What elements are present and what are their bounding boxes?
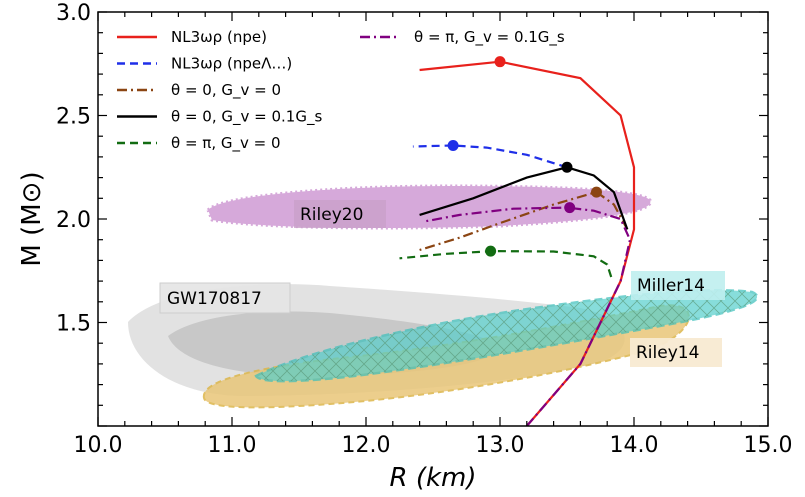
legend: NL3ωρ (npe) NL3ωρ (npeΛ…) θ = 0, G_v = 0 θ …	[117, 28, 565, 153]
legend-label-3: θ = 0, G_v = 0.1G_s	[171, 108, 322, 127]
legend-label-5: θ = π, G_v = 0.1G_s	[414, 28, 565, 47]
legend-label-0: NL3ωρ (npe)	[171, 28, 267, 46]
x-tick-label: 12.0	[342, 433, 391, 458]
riley20-label: Riley20	[300, 205, 363, 225]
legend-label-1: NL3ωρ (npeΛ…)	[171, 55, 292, 73]
legend-label-2: θ = 0, G_v = 0	[171, 81, 281, 100]
series-line-4	[399, 249, 613, 278]
region-labels: Riley20 GW170817 Miller14 Riley14	[159, 200, 725, 367]
x-tick-label: 13.0	[476, 433, 525, 458]
max-mass-marker-5	[564, 202, 576, 214]
max-mass-markers	[447, 56, 602, 257]
series-line-2	[419, 190, 629, 252]
riley20-label-box	[294, 200, 386, 228]
x-axis-title: R (km)	[389, 463, 476, 493]
max-mass-marker-2	[590, 186, 602, 198]
riley14-label: Riley14	[636, 343, 699, 363]
y-tick-label: 3.0	[56, 1, 91, 26]
axis-tick-labels: 10.0 11.0 12.0 13.0 14.0 15.0 1.5 2.0 2.5 3.0	[56, 1, 792, 458]
y-axis-title: M (M⊙)	[17, 171, 47, 266]
x-tick-label: 14.0	[610, 433, 659, 458]
miller14-label-box	[631, 271, 725, 300]
x-tick-label: 10.0	[74, 433, 123, 458]
y-tick-label: 2.5	[56, 105, 91, 130]
max-mass-marker-1	[447, 140, 459, 152]
series-line-1	[412, 144, 568, 169]
max-mass-marker-3	[561, 161, 573, 173]
legend-label-4: θ = π, G_v = 0	[171, 134, 281, 153]
y-tick-label: 1.5	[56, 312, 91, 337]
gw170817-label: GW170817	[167, 289, 262, 309]
miller14-label: Miller14	[637, 276, 705, 296]
x-tick-label: 11.0	[208, 433, 257, 458]
riley14-label-box	[630, 338, 722, 367]
y-tick-label: 2.0	[56, 208, 91, 233]
miller14-hatch	[256, 290, 758, 382]
max-mass-marker-0	[494, 56, 506, 68]
x-tick-label: 15.0	[744, 433, 793, 458]
riley20-region	[206, 184, 652, 230]
gw170817-label-box	[159, 282, 291, 314]
axis-ticks	[97, 11, 769, 427]
max-mass-marker-4	[485, 245, 497, 257]
series-line-0	[419, 60, 636, 426]
series-line-5	[426, 206, 632, 426]
